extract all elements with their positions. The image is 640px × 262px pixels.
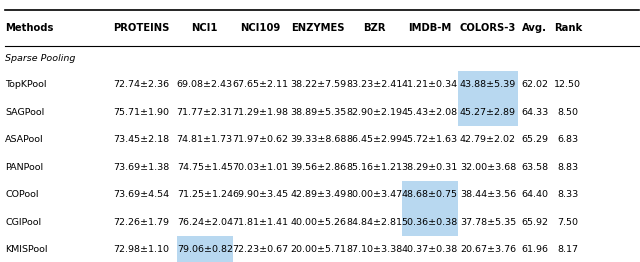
- Text: 85.16±1.21: 85.16±1.21: [347, 162, 403, 172]
- Text: 80.00±3.47: 80.00±3.47: [347, 190, 403, 199]
- Text: 7.50: 7.50: [557, 217, 579, 227]
- Text: 86.45±2.99: 86.45±2.99: [347, 135, 403, 144]
- Text: 45.72±1.63: 45.72±1.63: [401, 135, 458, 144]
- Text: 64.40: 64.40: [522, 190, 548, 199]
- Bar: [458, 98, 518, 126]
- Text: 48.68±0.75: 48.68±0.75: [402, 190, 458, 199]
- Text: 87.10±3.38: 87.10±3.38: [347, 245, 403, 254]
- Text: 62.02: 62.02: [522, 80, 548, 89]
- Text: CGIPool: CGIPool: [5, 217, 41, 227]
- Text: 70.03±1.01: 70.03±1.01: [232, 162, 289, 172]
- Text: 64.33: 64.33: [521, 107, 548, 117]
- Text: 63.58: 63.58: [521, 162, 548, 172]
- Text: 71.77±2.31: 71.77±2.31: [177, 107, 233, 117]
- Text: 71.81±1.41: 71.81±1.41: [232, 217, 289, 227]
- Text: ENZYMES: ENZYMES: [291, 23, 345, 33]
- Text: COLORS-3: COLORS-3: [460, 23, 516, 33]
- Text: 71.29±1.98: 71.29±1.98: [232, 107, 289, 117]
- Text: 12.50: 12.50: [554, 80, 581, 89]
- Text: 61.96: 61.96: [522, 245, 548, 254]
- Text: NCI1: NCI1: [191, 23, 218, 33]
- Bar: [177, 236, 232, 262]
- Text: 72.23±0.67: 72.23±0.67: [232, 245, 289, 254]
- Text: 69.08±2.43: 69.08±2.43: [177, 80, 233, 89]
- Text: 41.21±0.34: 41.21±0.34: [401, 80, 458, 89]
- Text: 84.84±2.81: 84.84±2.81: [347, 217, 403, 227]
- Text: SAGPool: SAGPool: [5, 107, 44, 117]
- Bar: [458, 71, 518, 98]
- Text: IMDB-M: IMDB-M: [408, 23, 451, 33]
- Text: Sparse Pooling: Sparse Pooling: [5, 54, 76, 63]
- Text: 83.23±2.41: 83.23±2.41: [347, 80, 403, 89]
- Text: 73.69±4.54: 73.69±4.54: [113, 190, 169, 199]
- Text: COPool: COPool: [5, 190, 38, 199]
- Text: 32.00±3.68: 32.00±3.68: [460, 162, 516, 172]
- Text: 72.74±2.36: 72.74±2.36: [113, 80, 169, 89]
- Text: 74.81±1.73: 74.81±1.73: [177, 135, 233, 144]
- Text: KMISPool: KMISPool: [5, 245, 47, 254]
- Text: 65.92: 65.92: [522, 217, 548, 227]
- Text: ASAPool: ASAPool: [5, 135, 44, 144]
- Text: 20.67±3.76: 20.67±3.76: [460, 245, 516, 254]
- Text: 69.90±3.45: 69.90±3.45: [232, 190, 289, 199]
- Text: 73.45±2.18: 73.45±2.18: [113, 135, 169, 144]
- Text: 39.56±2.86: 39.56±2.86: [290, 162, 346, 172]
- Text: 42.89±3.49: 42.89±3.49: [290, 190, 346, 199]
- Text: 8.50: 8.50: [557, 107, 579, 117]
- Text: 82.90±2.19: 82.90±2.19: [347, 107, 403, 117]
- Text: 74.75±1.45: 74.75±1.45: [177, 162, 233, 172]
- Text: PROTEINS: PROTEINS: [113, 23, 169, 33]
- Text: BZR: BZR: [364, 23, 386, 33]
- Text: 45.43±2.08: 45.43±2.08: [401, 107, 458, 117]
- Text: 65.29: 65.29: [522, 135, 548, 144]
- Text: 8.17: 8.17: [557, 245, 579, 254]
- Text: 38.89±5.35: 38.89±5.35: [290, 107, 346, 117]
- Text: TopKPool: TopKPool: [5, 80, 47, 89]
- Text: 42.79±2.02: 42.79±2.02: [460, 135, 516, 144]
- Text: 72.26±1.79: 72.26±1.79: [113, 217, 169, 227]
- Text: 38.22±7.59: 38.22±7.59: [290, 80, 346, 89]
- Text: Rank: Rank: [554, 23, 582, 33]
- Text: 45.27±2.89: 45.27±2.89: [460, 107, 516, 117]
- Text: 71.25±1.24: 71.25±1.24: [177, 190, 233, 199]
- Text: 43.88±5.39: 43.88±5.39: [460, 80, 516, 89]
- Text: 37.78±5.35: 37.78±5.35: [460, 217, 516, 227]
- Text: 67.65±2.11: 67.65±2.11: [232, 80, 289, 89]
- Text: 8.33: 8.33: [557, 190, 579, 199]
- Text: 79.06±0.82: 79.06±0.82: [177, 245, 233, 254]
- Text: 50.36±0.38: 50.36±0.38: [401, 217, 458, 227]
- Bar: [402, 181, 458, 208]
- Text: 73.69±1.38: 73.69±1.38: [113, 162, 169, 172]
- Text: 71.97±0.62: 71.97±0.62: [232, 135, 289, 144]
- Text: NCI109: NCI109: [241, 23, 280, 33]
- Text: 40.37±0.38: 40.37±0.38: [401, 245, 458, 254]
- Text: Avg.: Avg.: [522, 23, 547, 33]
- Text: 40.00±5.26: 40.00±5.26: [290, 217, 346, 227]
- Text: 38.44±3.56: 38.44±3.56: [460, 190, 516, 199]
- Text: 72.98±1.10: 72.98±1.10: [113, 245, 169, 254]
- Text: 76.24±2.04: 76.24±2.04: [177, 217, 233, 227]
- Bar: [402, 208, 458, 236]
- Text: PANPool: PANPool: [5, 162, 44, 172]
- Text: 8.83: 8.83: [557, 162, 579, 172]
- Text: 75.71±1.90: 75.71±1.90: [113, 107, 169, 117]
- Text: 39.33±8.68: 39.33±8.68: [290, 135, 346, 144]
- Text: Methods: Methods: [5, 23, 54, 33]
- Text: 38.29±0.31: 38.29±0.31: [401, 162, 458, 172]
- Text: 20.00±5.71: 20.00±5.71: [290, 245, 346, 254]
- Text: 6.83: 6.83: [557, 135, 579, 144]
